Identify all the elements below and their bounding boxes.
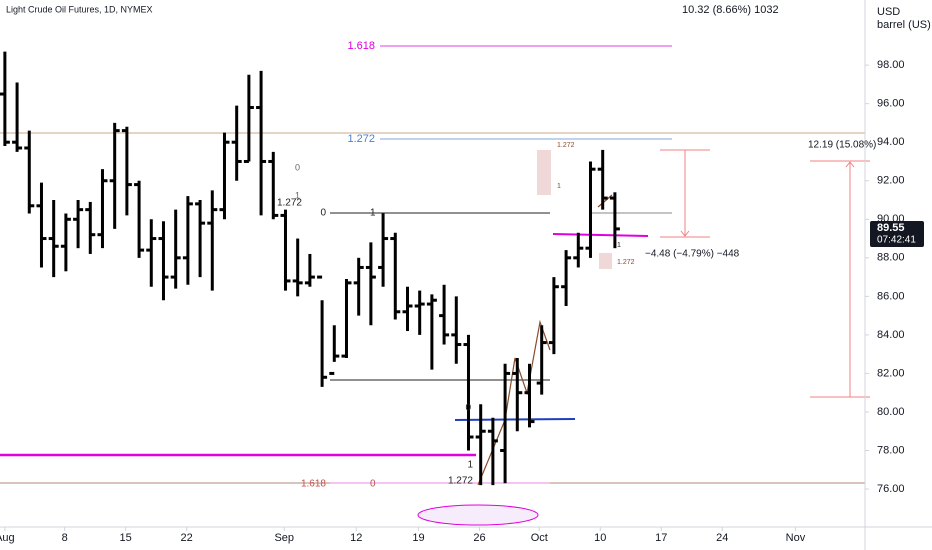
annotation: 0 [370,479,376,490]
axis-unit: USD [877,6,900,18]
chart-title: Light Crude Oil Futures, 1D, NYMEX [6,4,153,14]
x-tick-label: Aug [0,532,15,544]
x-tick-label: 17 [655,532,667,544]
annotation: 12.19 (15.08%) [808,140,876,151]
annotation: 0 [465,403,471,414]
annotation: 1 [467,460,473,471]
annotation: 1.618 [347,40,375,52]
y-tick-label: 76.00 [877,483,905,495]
annotation: 1 [557,183,561,190]
x-tick-label: Nov [786,532,806,544]
y-tick-label: 98.00 [877,59,905,71]
x-tick-label: 22 [181,532,193,544]
x-tick-label: 19 [412,532,424,544]
annotation: 1.618 [301,479,326,490]
y-tick-label: 94.00 [877,136,905,148]
measure [660,149,870,398]
box [537,150,551,195]
last-price-box [870,221,924,247]
last-price: 89.55 [877,222,905,234]
annotation: 1.272 [617,259,635,266]
countdown: 07:42:41 [877,235,916,246]
annotation: 1.272 [557,142,575,149]
x-tick-label: 15 [120,532,132,544]
annotation: 1.272 [277,198,302,209]
y-tick-label: 80.00 [877,406,905,418]
annotation: 0 [295,162,300,172]
x-tick-label: 10 [594,532,606,544]
y-tick-label: 78.00 [877,444,905,456]
annotation: 1 [617,242,621,249]
y-tick-label: 96.00 [877,98,905,110]
ellipse [417,504,539,526]
axis-unit: barrel (US) [877,19,931,31]
x-tick-label: 24 [716,532,728,544]
x-tick-label: 12 [350,532,362,544]
annotation: 0 [320,208,326,219]
x-tick-label: Oct [531,532,548,544]
annotation: 1.272 [448,476,473,487]
stats: 10.32 (8.66%) 1032 [682,4,779,16]
annotation: 1 [370,208,376,219]
y-tick-label: 88.00 [877,252,905,264]
x-tick-label: Sep [274,532,294,544]
ray-line [454,418,576,421]
zigzag [597,194,613,208]
y-tick-label: 86.00 [877,290,905,302]
x-tick-label: 8 [62,532,68,544]
x-tick-label: 26 [473,532,485,544]
y-tick-label: 82.00 [877,367,905,379]
y-tick-label: 92.00 [877,175,905,187]
annotation: 1.272 [347,133,375,145]
y-tick-label: 84.00 [877,329,905,341]
annotation: −4.48 (−4.79%) −448 [645,249,740,260]
ray-line [552,233,649,237]
annotation: 1 [295,190,300,200]
box [599,253,612,269]
